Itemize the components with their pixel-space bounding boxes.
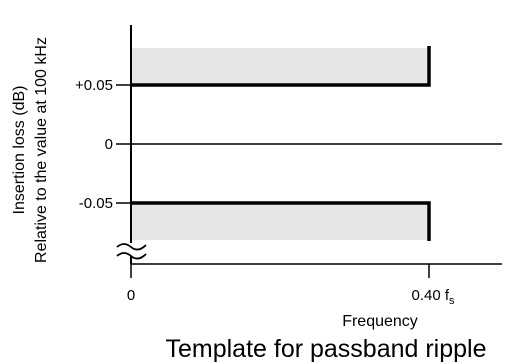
y-tick-label-minus-005: -0.05	[79, 195, 113, 212]
upper-limit-line	[131, 46, 431, 87]
x-axis-title: Frequency	[342, 313, 418, 330]
lower-tolerance-shading	[131, 203, 429, 240]
x-tick-label-zero: 0	[127, 287, 135, 304]
x-tick-label-subscript: s	[449, 295, 455, 307]
y-tick-label-plus-005: +0.05	[75, 77, 113, 94]
y-tick-label-zero: 0	[105, 136, 113, 153]
diagram-title: Template for passband ripple	[165, 335, 486, 363]
axis-break-mark	[116, 243, 147, 260]
upper-tolerance-shading	[131, 48, 429, 85]
y-axis-title-line2: Relative to the value at 100 kHz	[33, 37, 50, 263]
x-tick-label-040fs: 0.40 fs	[411, 287, 455, 307]
x-tick-label-040fs-main: 0.40 f	[411, 287, 449, 304]
lower-limit-line	[131, 201, 431, 241]
y-axis-title-line1: Insertion loss (dB)	[11, 86, 28, 215]
